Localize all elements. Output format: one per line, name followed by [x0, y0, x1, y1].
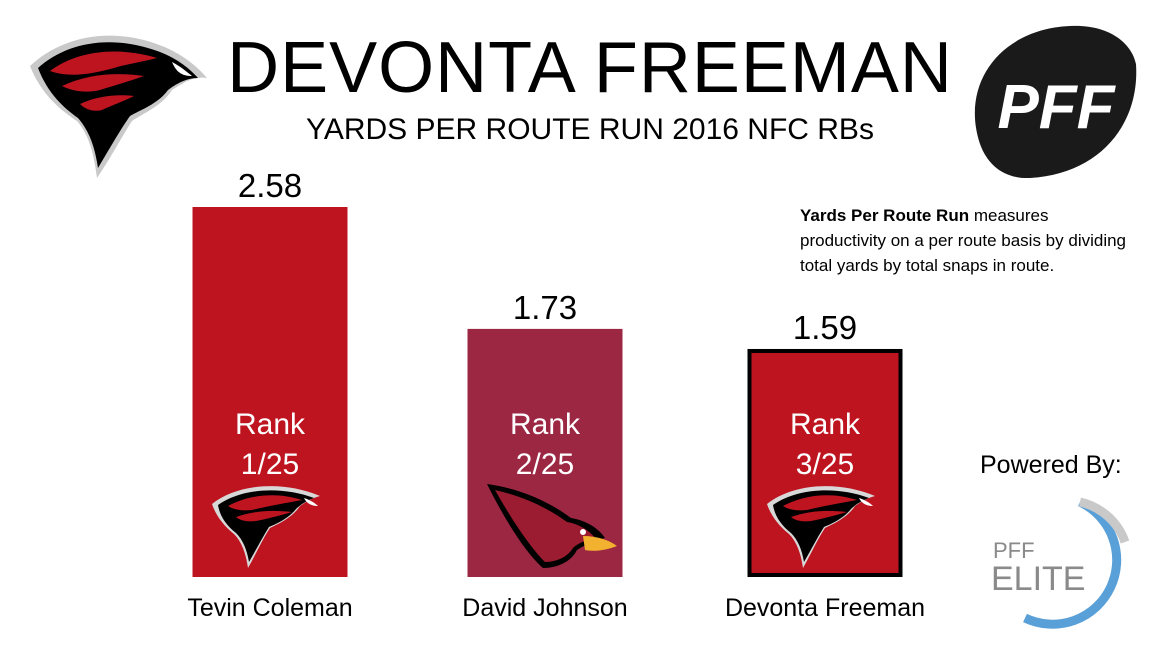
data-label: 1.59	[793, 309, 857, 346]
rank-value: 2/25	[516, 448, 574, 481]
falcons-logo-icon	[30, 35, 207, 178]
category-label: Devonta Freeman	[725, 594, 925, 622]
elite-logo-bottom-text: ELITE	[991, 560, 1085, 598]
powered-by-label: Powered By:	[980, 451, 1122, 479]
rank-label: Rank	[510, 408, 581, 441]
rank-label: Rank	[235, 408, 306, 441]
bar	[747, 348, 903, 577]
data-label: 1.73	[513, 289, 577, 326]
metric-definition: measures productivity on a per route bas…	[800, 206, 1127, 275]
rank-label: Rank	[790, 408, 861, 441]
category-label: David Johnson	[462, 594, 627, 622]
metric-description: Yards Per Route Run measures productivit…	[800, 203, 1135, 278]
category-label: Tevin Coleman	[187, 594, 352, 622]
metric-term: Yards Per Route Run	[800, 206, 970, 225]
rank-value: 3/25	[796, 448, 854, 481]
data-label: 2.58	[238, 167, 302, 204]
pff-elite-logo-icon: PFF ELITE	[991, 497, 1130, 629]
pff-logo-icon: PFF	[974, 25, 1137, 179]
rank-value: 1/25	[241, 448, 299, 481]
elite-logo-top-text: PFF	[993, 538, 1035, 563]
chart-subtitle: YARDS PER ROUTE RUN 2016 NFC RBs	[306, 113, 874, 146]
page-title: DEVONTA FREEMAN	[227, 28, 953, 108]
pff-logo-text: PFF	[997, 73, 1116, 142]
